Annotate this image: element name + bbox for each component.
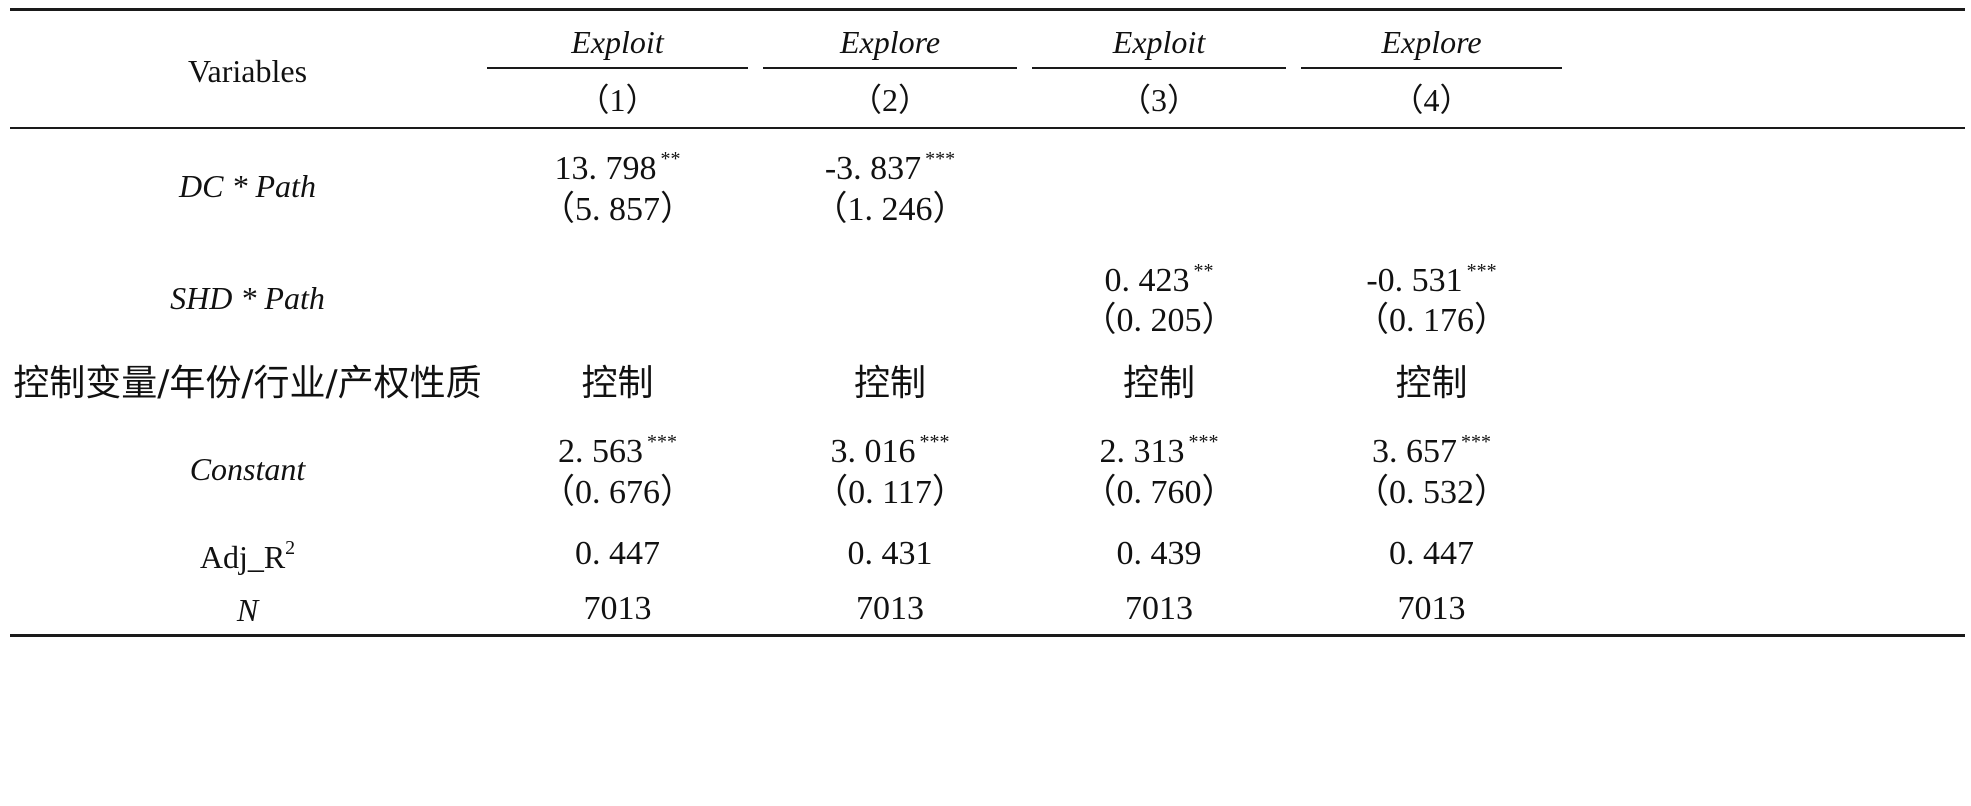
- row-label-n: N: [236, 592, 259, 628]
- group-header-3: Exploit: [1112, 24, 1206, 60]
- group-rule-1: [487, 67, 748, 69]
- adj-r2-3: 0. 439: [1116, 535, 1202, 572]
- coef-constant-4: 3. 657 ***: [1372, 431, 1491, 470]
- row-label-dc-path: DC * Path: [179, 168, 316, 204]
- bottom-rule: [10, 634, 1965, 637]
- coef-dc-path-1: 13. 798 **: [554, 148, 681, 187]
- se-shd-path-4: （0. 176）: [1355, 302, 1508, 339]
- row-label-constant: Constant: [189, 451, 306, 487]
- row-label-shd-path: SHD * Path: [170, 280, 325, 316]
- se-constant-4: （0. 532）: [1355, 474, 1508, 511]
- controls-4: 控制: [1395, 363, 1468, 404]
- row-label-controls: 控制变量/年份/行业/产权性质: [13, 363, 482, 404]
- se-constant-1: （0. 676）: [541, 474, 694, 511]
- controls-2: 控制: [853, 363, 926, 404]
- col-number-4: （4）: [1391, 82, 1472, 118]
- header-bottom-rule: [10, 127, 1965, 129]
- n-4: 7013: [1397, 590, 1466, 627]
- group-header-2: Explore: [839, 24, 941, 60]
- group-header-4: Explore: [1381, 24, 1482, 60]
- coef-constant-1: 2. 563 ***: [558, 431, 677, 470]
- adj-r2-2: 0. 431: [847, 535, 933, 572]
- coef-constant-2: 3. 016 ***: [830, 431, 950, 470]
- variables-header: Variables: [187, 53, 308, 89]
- se-constant-2: （0. 117）: [814, 474, 966, 511]
- se-shd-path-3: （0. 205）: [1082, 302, 1236, 339]
- controls-1: 控制: [581, 363, 654, 404]
- se-dc-path-1: （5. 857）: [541, 191, 694, 228]
- col-number-1: （1）: [577, 82, 658, 118]
- coef-constant-3: 2. 313 ***: [1099, 431, 1219, 470]
- top-rule: [10, 8, 1965, 11]
- n-1: 7013: [583, 590, 652, 627]
- se-dc-path-2: （1. 246）: [813, 191, 967, 228]
- coef-dc-path-2: -3. 837 ***: [824, 148, 956, 187]
- col-number-2: （2）: [849, 82, 930, 118]
- controls-3: 控制: [1122, 363, 1195, 404]
- row-label-adj-r2: Adj_R2: [199, 537, 296, 575]
- group-rule-4: [1301, 67, 1562, 69]
- col-number-3: （3）: [1118, 82, 1199, 118]
- group-rule-3: [1032, 67, 1286, 69]
- se-constant-3: （0. 760）: [1082, 474, 1236, 511]
- group-rule-2: [763, 67, 1017, 69]
- n-2: 7013: [856, 590, 924, 627]
- adj-r2-1: 0. 447: [575, 535, 660, 572]
- adj-r2-4: 0. 447: [1389, 535, 1474, 572]
- coef-shd-path-4: -0. 531 ***: [1366, 260, 1497, 299]
- n-3: 7013: [1125, 590, 1193, 627]
- coef-shd-path-3: 0. 423 **: [1104, 260, 1214, 299]
- group-header-1: Exploit: [571, 24, 664, 60]
